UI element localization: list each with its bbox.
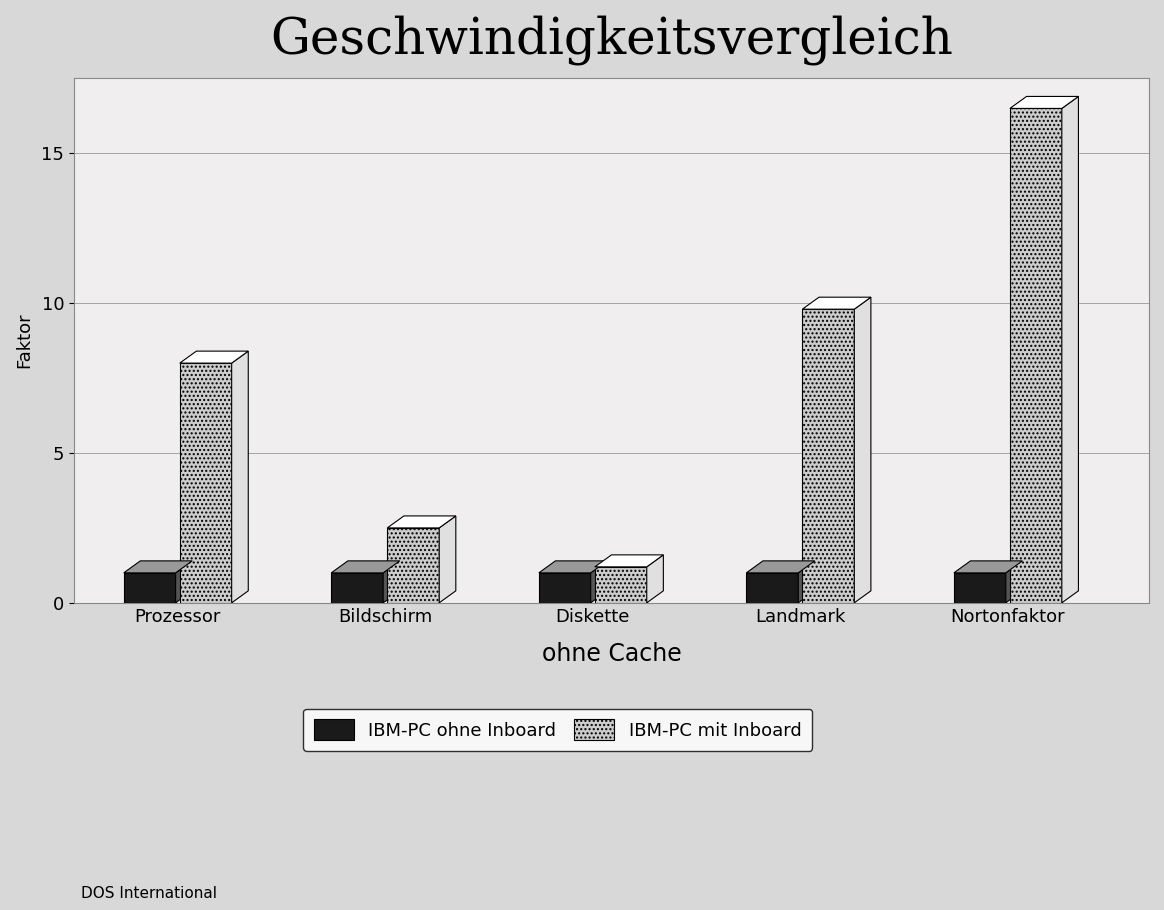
Polygon shape xyxy=(802,309,854,602)
Polygon shape xyxy=(590,561,608,602)
Polygon shape xyxy=(179,363,232,602)
Polygon shape xyxy=(176,561,192,602)
Title: Geschwindigkeitsvergleich: Geschwindigkeitsvergleich xyxy=(270,15,953,65)
Polygon shape xyxy=(1006,561,1022,602)
Polygon shape xyxy=(746,573,799,602)
Polygon shape xyxy=(123,573,176,602)
Polygon shape xyxy=(595,555,663,567)
Polygon shape xyxy=(388,528,439,602)
Polygon shape xyxy=(539,573,590,602)
Polygon shape xyxy=(799,561,815,602)
Polygon shape xyxy=(802,298,871,309)
Polygon shape xyxy=(332,561,399,573)
Polygon shape xyxy=(123,561,192,573)
Polygon shape xyxy=(595,567,647,602)
Polygon shape xyxy=(647,555,663,602)
X-axis label: ohne Cache: ohne Cache xyxy=(541,642,681,666)
Polygon shape xyxy=(439,516,456,602)
Legend: IBM-PC ohne Inboard, IBM-PC mit Inboard: IBM-PC ohne Inboard, IBM-PC mit Inboard xyxy=(304,709,812,751)
Y-axis label: Faktor: Faktor xyxy=(15,313,33,369)
Polygon shape xyxy=(179,351,248,363)
Text: DOS International: DOS International xyxy=(81,886,218,901)
Polygon shape xyxy=(1010,108,1062,602)
Polygon shape xyxy=(746,561,815,573)
Polygon shape xyxy=(539,561,608,573)
Polygon shape xyxy=(232,351,248,602)
Polygon shape xyxy=(954,561,1022,573)
Polygon shape xyxy=(332,573,383,602)
Polygon shape xyxy=(1062,96,1078,602)
Polygon shape xyxy=(1010,96,1078,108)
Polygon shape xyxy=(854,298,871,602)
Polygon shape xyxy=(383,561,399,602)
Polygon shape xyxy=(388,516,456,528)
Polygon shape xyxy=(954,573,1006,602)
